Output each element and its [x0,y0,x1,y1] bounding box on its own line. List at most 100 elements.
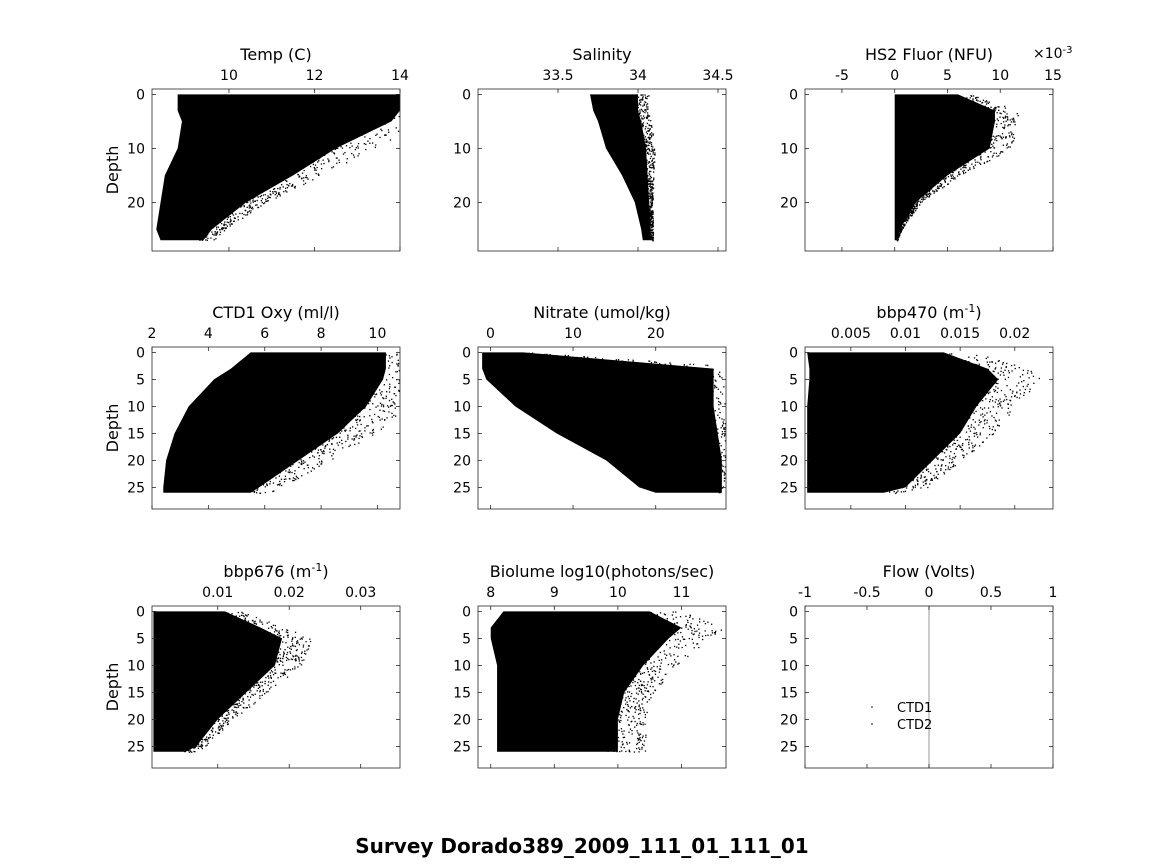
bbp470-point [974,363,977,366]
temp-point [214,224,216,227]
bbp470-point [1016,392,1018,394]
biolume-point [642,722,644,724]
salinity-point [652,238,654,240]
salinity-point [649,222,651,224]
nitrate-point [659,363,661,365]
bbp470-point [987,392,989,394]
bbp470-point [920,487,922,489]
nitrate-point [715,380,717,382]
bbp470-point [980,414,982,416]
oxy-point [332,421,334,424]
salinity-point [635,106,638,108]
nitrate-point [706,411,709,413]
bbp470-point [991,428,993,431]
oxy-point [370,382,372,384]
temp-point [262,194,264,196]
temp-point [384,134,386,136]
salinity-point [645,180,647,182]
bbp470-point [948,455,951,457]
nitrate-point [724,430,726,433]
bbp470-point [965,439,967,441]
bbp676-ytick-label: 15 [127,685,145,701]
oxy-point [287,460,289,462]
biolume-point [621,674,623,676]
bbp470-point [904,490,907,492]
biolume-point [663,613,666,615]
biolume-point [662,681,664,683]
bbp470-point [943,471,945,474]
temp-point [241,212,243,215]
bbp676-point [270,676,272,679]
fluor-point [981,132,984,134]
temp-point [204,231,207,233]
fluor-title: HS2 Fluor (NFU) [865,45,993,64]
temp-point [376,124,379,126]
salinity-point [649,213,651,216]
temp-point [224,227,226,229]
bbp676-point [230,701,232,703]
salinity-xtick-label: 34 [629,68,647,84]
bbp470-point [947,445,949,447]
oxy-point [257,481,259,483]
salinity-point [648,185,651,187]
temp-point [324,153,326,155]
oxy-point [304,444,307,447]
oxy-point [247,488,249,490]
biolume-point [650,679,652,681]
bbp470-point [962,443,964,445]
temp-point [217,219,219,221]
bbp470-axes-box [804,346,1054,510]
salinity-point [647,127,649,129]
oxy-point [313,468,315,470]
nitrate-point [717,428,719,430]
nitrate-point [721,487,724,489]
biolume-ytick-label: 10 [453,658,471,674]
fluor-point [950,174,952,176]
bbp470-point [995,379,997,381]
nitrate-point [536,354,539,356]
temp-point [272,192,274,194]
fluor-point [999,135,1001,137]
bbp676-point [270,658,272,660]
bbp676-point [200,737,202,739]
oxy-ytick-label: 20 [127,453,145,469]
biolume-point [672,666,674,668]
fluor-point [1008,132,1010,134]
fluor-point [1003,127,1005,129]
biolume-point [633,751,636,753]
bbp676-point [238,697,240,699]
salinity-point [647,115,649,117]
bbp470-point [900,491,902,493]
bbp676-point [244,617,247,619]
fluor-point [952,178,955,180]
salinity-point [645,171,648,173]
bbp470-point [946,443,948,445]
oxy-point [373,365,375,368]
fluor-point [936,187,939,189]
salinity-point [648,220,651,222]
temp-point [385,111,388,113]
fluor-point [922,194,925,196]
bbp470-point [974,374,976,377]
bbp676-point [277,657,280,659]
nitrate-point [567,355,569,357]
bbp470-point [923,484,925,487]
bbp470-point [929,461,931,463]
fluor-point [919,204,921,206]
bbp676-point [264,693,266,695]
salinity-point [651,204,653,206]
oxy-point [313,437,315,439]
salinity-point [648,206,650,208]
bbp676-point [259,689,261,692]
fluor-point [995,106,997,108]
oxy-point [266,484,268,486]
biolume-point [612,693,614,696]
temp-point [318,158,320,160]
salinity-point [652,240,654,242]
fluor-point [972,95,975,97]
temp-point [317,152,319,154]
biolume-point [657,634,659,636]
salinity-point [638,135,640,137]
biolume-point [672,611,674,613]
temp-point [246,206,248,208]
